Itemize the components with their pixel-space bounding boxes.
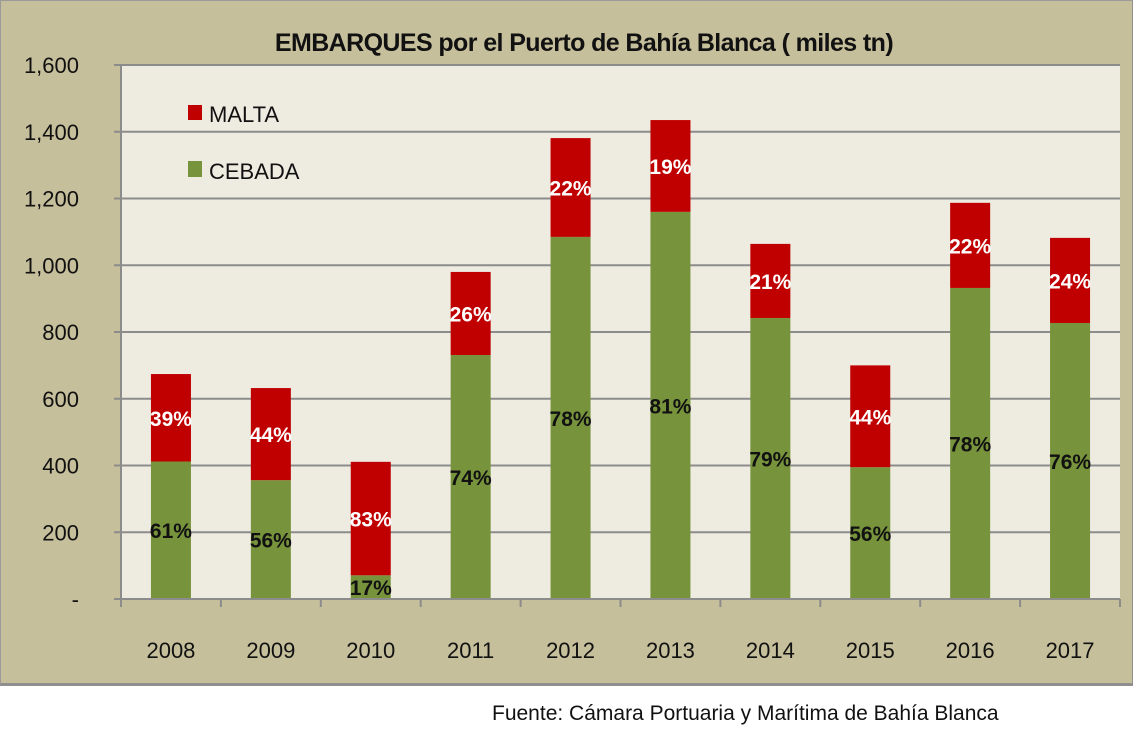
- data-label-cebada: 17%: [350, 577, 392, 600]
- bar-segment-malta: [850, 365, 891, 468]
- y-tick-label: 1,400: [24, 120, 79, 145]
- bar-segment-malta: [950, 202, 991, 288]
- data-label-cebada: 56%: [250, 530, 292, 553]
- data-label-cebada: 78%: [949, 433, 991, 456]
- y-tick-label: 800: [42, 320, 79, 345]
- x-tick-label: 2012: [546, 638, 595, 663]
- y-tick-label: 1,600: [24, 53, 79, 78]
- bar-segment-malta: [650, 120, 691, 212]
- data-label-malta: 83%: [350, 509, 392, 532]
- data-label-malta: 21%: [749, 271, 791, 294]
- x-tick-label: 2016: [946, 638, 995, 663]
- bar-segment-cebada: [950, 287, 991, 599]
- bar-segment-cebada: [1050, 322, 1091, 599]
- x-tick-label: 2015: [846, 638, 895, 663]
- bar-segment-malta: [550, 138, 591, 237]
- bar-segment-cebada: [350, 575, 391, 599]
- x-tick-label: 2014: [746, 638, 795, 663]
- legend-swatch-malta: [188, 105, 202, 120]
- data-label-cebada: 79%: [749, 448, 791, 471]
- x-tick-label: 2010: [346, 638, 395, 663]
- stacked-bar-chart: - 200 400 600 800 1,000 1,200 1,400 1,600 2008 200…: [24, 29, 1121, 663]
- data-label-malta: 39%: [150, 408, 192, 431]
- bar-segment-malta: [750, 243, 791, 318]
- data-label-malta: 44%: [849, 406, 891, 429]
- y-tick-label: 400: [42, 454, 79, 479]
- bar-segment-malta: [450, 271, 491, 356]
- bar-segment-cebada: [750, 317, 791, 599]
- source-note: Fuente: Cámara Portuaria y Marítima de B…: [492, 702, 999, 725]
- bar-segment-malta: [350, 461, 391, 576]
- data-label-cebada: 76%: [1049, 451, 1091, 474]
- y-tick-label: -: [72, 587, 79, 612]
- x-tick-label: 2009: [246, 638, 295, 663]
- data-label-malta: 24%: [1049, 270, 1091, 293]
- chart-title: EMBARQUES por el Puerto de Bahía Blanca …: [275, 29, 893, 57]
- x-tick-label: 2011: [447, 638, 494, 663]
- y-tick-label: 600: [42, 387, 79, 412]
- legend-label-malta: MALTA: [209, 102, 279, 127]
- data-label-malta: 22%: [949, 235, 991, 258]
- data-label-cebada: 56%: [849, 523, 891, 546]
- y-tick-label: 1,000: [24, 253, 79, 278]
- axes: - 200 400 600 800 1,000 1,200 1,400 1,600 2008 200…: [24, 53, 1121, 663]
- data-label-cebada: 61%: [150, 520, 192, 543]
- x-tick-label: 2013: [646, 638, 695, 663]
- data-label-malta: 19%: [649, 156, 691, 179]
- data-label-malta: 44%: [250, 424, 292, 447]
- y-tick-label: 1,200: [24, 187, 79, 212]
- legend: MALTA CEBADA: [188, 102, 300, 184]
- bar-segment-malta: [150, 374, 191, 462]
- chart-frame: - 200 400 600 800 1,000 1,200 1,400 1,600 2008 200…: [0, 0, 1133, 686]
- data-label-malta: 26%: [450, 303, 492, 326]
- data-label-cebada: 74%: [450, 467, 492, 490]
- y-tick-label: 200: [42, 520, 79, 545]
- bar-segment-cebada: [250, 480, 291, 599]
- bar-segment-cebada: [650, 211, 691, 599]
- bars: [150, 120, 1091, 599]
- bar-segment-cebada: [850, 467, 891, 599]
- data-label-cebada: 78%: [550, 408, 592, 431]
- x-tick-label: 2017: [1046, 638, 1095, 663]
- data-label-malta: 22%: [550, 177, 592, 200]
- bar-segment-malta: [250, 388, 291, 481]
- bar-segment-cebada: [550, 236, 591, 599]
- data-labels: 61% 39% 56% 44% 17% 83% 74% 26% 78% 22% 81% 19% 79% 2…: [150, 156, 1091, 600]
- x-tick-label: 2008: [146, 638, 195, 663]
- legend-label-cebada: CEBADA: [209, 159, 300, 184]
- legend-swatch-cebada: [188, 161, 202, 177]
- bar-segment-cebada: [450, 355, 491, 599]
- bar-segment-malta: [1050, 237, 1091, 323]
- bar-segment-cebada: [150, 461, 191, 599]
- data-label-cebada: 81%: [649, 395, 691, 418]
